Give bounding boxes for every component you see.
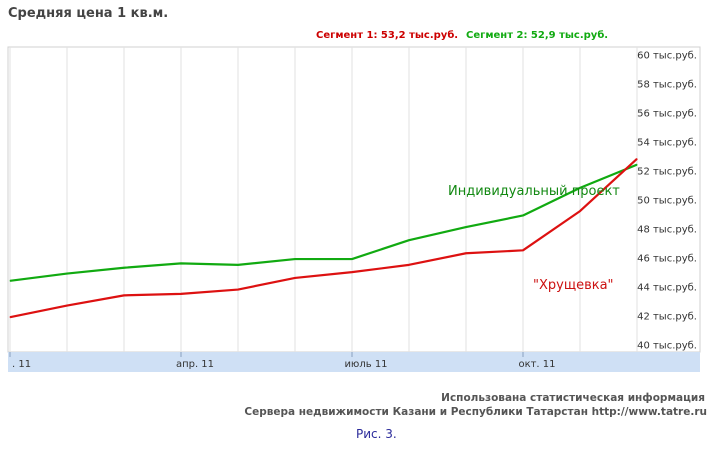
data-point (295, 277, 296, 278)
figure-caption: Рис. 3. (356, 427, 397, 441)
y-tick-label: 48 тыс.руб. (637, 225, 697, 236)
data-point (580, 211, 581, 212)
y-tick-label: 46 тыс.руб. (637, 254, 697, 265)
data-point (409, 240, 410, 241)
y-tick-label: 54 тыс.руб. (637, 137, 697, 148)
data-point (523, 215, 524, 216)
data-point (637, 164, 638, 165)
data-point (124, 267, 125, 268)
data-point (67, 305, 68, 306)
data-point (238, 289, 239, 290)
data-point (238, 264, 239, 265)
y-tick-label: 52 тыс.руб. (637, 166, 697, 177)
data-point (466, 227, 467, 228)
x-tick-label: апр. 11 (176, 359, 214, 370)
annotation-khrushchevka: "Хрущевка" (533, 278, 614, 293)
x-tick-label: . 11 (12, 359, 31, 370)
y-tick-label: 58 тыс.руб. (637, 79, 697, 90)
data-point (67, 273, 68, 274)
plot-area (8, 47, 700, 352)
annotation-individual: Индивидуальный проект (448, 184, 620, 199)
data-point (352, 272, 353, 273)
data-point (523, 250, 524, 251)
source-line-1: Использована статистическая информация (441, 392, 705, 404)
y-tick-label: 56 тыс.руб. (637, 108, 697, 119)
data-point (466, 253, 467, 254)
y-tick-label: 44 тыс.руб. (637, 283, 697, 294)
y-tick-label: 40 тыс.руб. (637, 341, 697, 352)
data-point (181, 263, 182, 264)
data-point (10, 317, 11, 318)
x-tick-label: июль 11 (344, 359, 387, 370)
data-point (409, 264, 410, 265)
x-tick-label: окт. 11 (518, 359, 555, 370)
data-point (295, 259, 296, 260)
y-tick-label: 50 тыс.руб. (637, 196, 697, 207)
y-tick-label: 42 тыс.руб. (637, 312, 697, 323)
y-tick-label: 60 тыс.руб. (637, 50, 697, 61)
data-point (637, 158, 638, 159)
data-point (181, 293, 182, 294)
data-point (124, 295, 125, 296)
data-point (352, 259, 353, 260)
data-point (10, 280, 11, 281)
source-line-2: Сервера недвижимости Казани и Республики… (244, 406, 707, 418)
